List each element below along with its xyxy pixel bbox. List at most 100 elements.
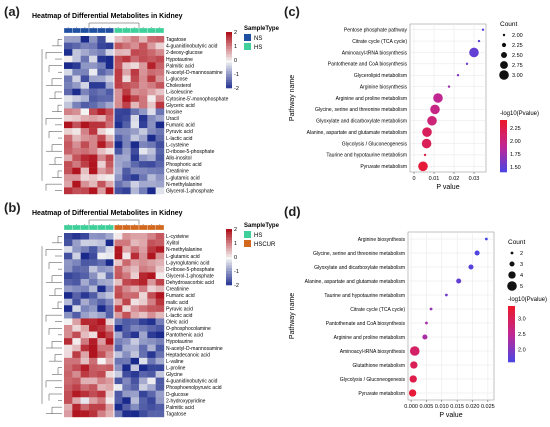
colorbar-segment bbox=[226, 251, 232, 255]
heatmap-row-label: Fumaric acid bbox=[166, 123, 195, 129]
heatmap-cell bbox=[130, 180, 140, 188]
size-legend-label: 3 bbox=[520, 262, 523, 268]
colorbar-segment bbox=[226, 262, 232, 266]
heatmap-cell bbox=[114, 377, 123, 385]
heatmap-cell bbox=[64, 403, 73, 411]
heatmap-cell bbox=[155, 331, 165, 339]
heatmap-cell bbox=[97, 397, 106, 405]
heatmap-cell bbox=[64, 36, 73, 43]
colorbar-segment bbox=[226, 65, 232, 69]
heatmap-cell bbox=[155, 42, 165, 50]
heatmap-cell bbox=[64, 384, 73, 391]
heatmap-cell bbox=[147, 298, 156, 306]
heatmap-cell bbox=[89, 259, 98, 267]
pathway-label: Pyruvate metabolism bbox=[360, 164, 407, 170]
colorbar-tick-label: -2 bbox=[234, 86, 239, 92]
heatmap-cell bbox=[97, 279, 106, 286]
heatmap-cell bbox=[72, 252, 81, 260]
heatmap-cell bbox=[72, 305, 81, 313]
heatmap-cell bbox=[147, 384, 156, 391]
bubble-point bbox=[409, 346, 420, 356]
heatmap-cell bbox=[130, 42, 140, 50]
heatmap-cell bbox=[139, 121, 148, 129]
heatmap-cell bbox=[139, 252, 148, 260]
heatmap-row-label: Glycerol-1-phosphate bbox=[166, 188, 214, 194]
bubble-c: 0 0.01 0.02 0.03 P value Pathway name Pentose … bbox=[289, 21, 539, 191]
heatmap-cell bbox=[122, 265, 131, 273]
heatmap-cell bbox=[72, 147, 81, 155]
heatmap-cell bbox=[147, 318, 156, 326]
heatmap-cell bbox=[114, 344, 123, 352]
pathway-label: Glycolysis / Gluconeogenesis bbox=[342, 141, 408, 147]
heatmap-cell bbox=[64, 344, 73, 352]
heatmap-cell bbox=[139, 298, 148, 306]
heatmap-cell bbox=[97, 174, 106, 182]
heatmap-cell bbox=[105, 351, 115, 359]
heatmap-cell bbox=[139, 62, 148, 70]
heatmap-cell bbox=[64, 62, 73, 70]
heatmap-cell bbox=[130, 147, 140, 155]
heatmap-cell bbox=[139, 49, 148, 56]
heatmap-cell bbox=[64, 141, 73, 149]
heatmap-cell bbox=[64, 95, 73, 103]
colorbar-segment bbox=[226, 37, 232, 41]
heatmap-row-label: D-glucose bbox=[166, 392, 189, 398]
heatmap-cell bbox=[122, 325, 131, 332]
heatmap-cell bbox=[64, 121, 73, 129]
heatmap-cell bbox=[105, 239, 115, 247]
heatmap-cell bbox=[139, 371, 148, 378]
heatmap-cell bbox=[80, 311, 90, 319]
heatmap-cell bbox=[80, 49, 90, 56]
heatmap-cell bbox=[147, 42, 156, 50]
heatmap-cell bbox=[139, 147, 148, 155]
colorbar-segment bbox=[508, 336, 515, 339]
colorbar-segment bbox=[226, 54, 232, 58]
heatmap-cell bbox=[80, 272, 90, 280]
heatmap-cell bbox=[64, 390, 73, 398]
heatmap-cell bbox=[64, 239, 73, 247]
heatmap-cell bbox=[147, 147, 156, 155]
heatmap-cell bbox=[122, 239, 131, 247]
bubble-point bbox=[421, 138, 432, 149]
heatmap-cell bbox=[114, 265, 123, 273]
heatmap-cell bbox=[122, 49, 131, 56]
heatmap-cell bbox=[139, 265, 148, 273]
bubble-point bbox=[468, 264, 474, 270]
annotation-cell bbox=[113, 27, 123, 34]
heatmap-cell bbox=[97, 239, 106, 247]
heatmap-cell bbox=[147, 36, 156, 43]
heatmap-cell bbox=[122, 410, 131, 418]
colorbar-segment bbox=[226, 265, 232, 269]
colorbar-tick-label: 2.00 bbox=[510, 139, 521, 145]
heatmap-cell bbox=[97, 265, 106, 273]
heatmap-cell bbox=[97, 403, 106, 411]
heatmap-row-label: Hypotaurine bbox=[166, 57, 193, 63]
x-tick-label: 0.025 bbox=[481, 404, 495, 410]
heatmap-cell bbox=[130, 68, 140, 76]
heatmap-cell bbox=[97, 187, 106, 195]
colorbar-segment bbox=[508, 345, 515, 349]
heatmap-cell bbox=[139, 154, 148, 162]
heatmap-cell bbox=[97, 82, 106, 89]
heatmap-cell bbox=[155, 305, 165, 313]
heatmap-cell bbox=[139, 108, 148, 116]
heatmap-cell bbox=[147, 331, 156, 339]
heatmap-cell bbox=[130, 410, 140, 418]
heatmap-cell bbox=[114, 115, 123, 122]
heatmap-cell bbox=[72, 115, 81, 122]
heatmap-cell bbox=[147, 161, 156, 168]
heatmap-cell bbox=[105, 292, 115, 299]
heatmap-cell bbox=[64, 180, 73, 188]
heatmap-cell bbox=[155, 147, 165, 155]
heatmap-row-label: Pyruvic acid bbox=[166, 306, 193, 312]
heatmap-cell bbox=[122, 167, 131, 175]
colorbar-segment bbox=[226, 237, 232, 241]
heatmap-cell bbox=[80, 174, 90, 182]
bubble-point bbox=[477, 39, 481, 43]
heatmap-cell bbox=[122, 338, 131, 345]
heatmap-row-label: Fumaric acid bbox=[166, 293, 195, 299]
heatmap-cell bbox=[97, 75, 106, 83]
heatmap-cell bbox=[130, 285, 140, 293]
heatmap-cell bbox=[64, 161, 73, 168]
